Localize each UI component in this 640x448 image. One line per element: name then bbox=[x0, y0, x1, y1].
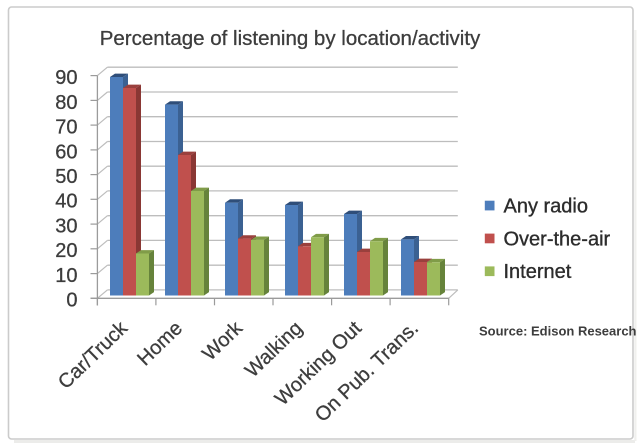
svg-text:0: 0 bbox=[66, 290, 77, 312]
svg-text:Over-the-air: Over-the-air bbox=[504, 228, 611, 250]
svg-text:60: 60 bbox=[55, 141, 77, 163]
svg-text:20: 20 bbox=[55, 240, 77, 262]
svg-text:90: 90 bbox=[55, 67, 77, 89]
svg-text:10: 10 bbox=[55, 265, 77, 287]
svg-text:40: 40 bbox=[55, 191, 77, 213]
svg-text:70: 70 bbox=[55, 117, 77, 139]
svg-text:Any radio: Any radio bbox=[504, 196, 589, 218]
svg-text:80: 80 bbox=[55, 92, 77, 114]
svg-text:Internet: Internet bbox=[504, 261, 572, 283]
svg-text:Percentage of listening by loc: Percentage of listening by location/acti… bbox=[100, 27, 481, 50]
svg-text:50: 50 bbox=[55, 166, 77, 188]
svg-text:30: 30 bbox=[55, 216, 77, 238]
svg-text:Source: Edison Research: Source: Edison Research bbox=[479, 324, 637, 339]
